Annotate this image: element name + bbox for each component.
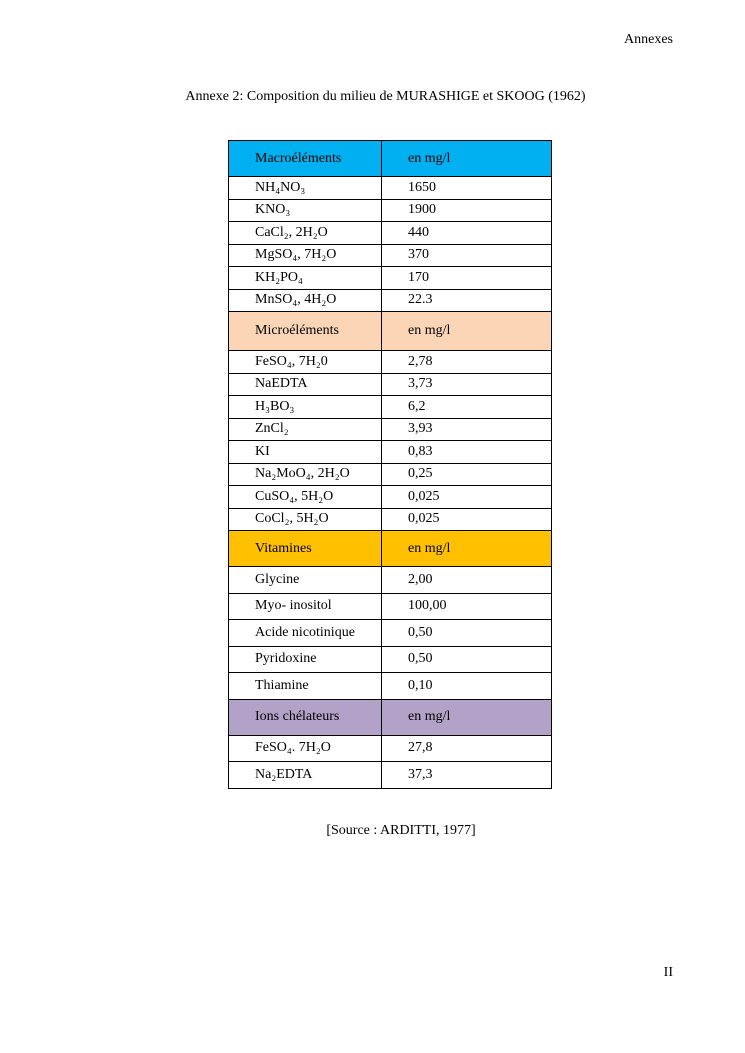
concentration: 3,73: [381, 372, 552, 396]
table-row: Acide nicotinique 0,50: [228, 619, 552, 647]
table-row: ZnCl₂ 3,93: [228, 417, 552, 441]
running-header: Annexes: [624, 32, 673, 47]
concentration: 1900: [381, 198, 552, 222]
table-row: MnSO₄, 4H₂O 22.3: [228, 288, 552, 312]
section-label: Macroéléments: [228, 140, 382, 177]
compound-name: ZnCl₂: [228, 417, 382, 441]
compound-name: MnSO₄, 4H₂O: [228, 288, 382, 312]
compound-name: KI: [228, 440, 382, 464]
table-row: H₃BO₃ 6,2: [228, 395, 552, 419]
concentration: 1650: [381, 176, 552, 200]
concentration: 0,025: [381, 485, 552, 509]
annex-title: Annexe 2: Composition du milieu de MURAS…: [185, 89, 586, 104]
concentration: 2,00: [381, 566, 552, 594]
table-row: FeSO₄, 7H₂0 2,78: [228, 350, 552, 374]
section-unit: en mg/l: [381, 530, 552, 567]
concentration: 27,8: [381, 734, 552, 762]
section-label: Microéléments: [228, 311, 382, 351]
compound-name: H₃BO₃: [228, 395, 382, 419]
concentration: 370: [381, 243, 552, 267]
concentration: 6,2: [381, 395, 552, 419]
compound-name: Pyridoxine: [228, 645, 382, 673]
table-row: Thiamine 0,10: [228, 672, 552, 700]
section-header-row: Ions chélateurs en mg/l: [228, 698, 552, 736]
table-row: KNO₃ 1900: [228, 198, 552, 222]
section-header-row: Macroéléments en mg/l: [228, 140, 552, 177]
compound-name: Na₂MoO₄, 2H₂O: [228, 462, 382, 486]
compound-name: CaCl₂, 2H₂O: [228, 221, 382, 245]
table-row: CaCl₂, 2H₂O 440: [228, 221, 552, 245]
section-unit: en mg/l: [381, 311, 552, 351]
table-row: Na₂EDTA 37,3: [228, 761, 552, 789]
compound-name: CuSO₄, 5H₂O: [228, 485, 382, 509]
compound-name: KNO₃: [228, 198, 382, 222]
concentration: 0,50: [381, 645, 552, 673]
compound-name: CoCl₂, 5H₂O: [228, 507, 382, 531]
compound-name: NH₄NO₃: [228, 176, 382, 200]
compound-name: NaEDTA: [228, 372, 382, 396]
compound-name: Acide nicotinique: [228, 619, 382, 647]
table-row: FeSO₄. 7H₂O 27,8: [228, 734, 552, 762]
section-label: Ions chélateurs: [228, 698, 382, 736]
compound-name: FeSO₄. 7H₂O: [228, 734, 382, 762]
concentration: 3,93: [381, 417, 552, 441]
table-row: Glycine 2,00: [228, 566, 552, 594]
concentration: 0,25: [381, 462, 552, 486]
concentration: 100,00: [381, 592, 552, 620]
compound-name: KH₂PO₄: [228, 266, 382, 290]
table-row: KI 0,83: [228, 440, 552, 464]
section-unit: en mg/l: [381, 698, 552, 736]
compound-name: Myo- inositol: [228, 592, 382, 620]
source-citation: [Source : ARDITTI, 1977]: [326, 823, 476, 838]
page-number: II: [663, 965, 673, 980]
concentration: 0,10: [381, 672, 552, 700]
composition-table: Macroéléments en mg/l NH₄NO₃ 1650 KNO₃ 1900 Ca…: [228, 140, 552, 789]
table-row: Myo- inositol 100,00: [228, 592, 552, 620]
table-row: Pyridoxine 0,50: [228, 645, 552, 673]
concentration: 2,78: [381, 350, 552, 374]
compound-name: MgSO₄, 7H₂O: [228, 243, 382, 267]
compound-name: Glycine: [228, 566, 382, 594]
section-label: Vitamines: [228, 530, 382, 567]
section-header-row: Vitamines en mg/l: [228, 530, 552, 567]
table-row: Na₂MoO₄, 2H₂O 0,25: [228, 462, 552, 486]
concentration: 0,025: [381, 507, 552, 531]
table-row: CuSO₄, 5H₂O 0,025: [228, 485, 552, 509]
compound-name: FeSO₄, 7H₂0: [228, 350, 382, 374]
concentration: 22.3: [381, 288, 552, 312]
concentration: 37,3: [381, 761, 552, 789]
table-row: NaEDTA 3,73: [228, 372, 552, 396]
concentration: 0,83: [381, 440, 552, 464]
concentration: 0,50: [381, 619, 552, 647]
section-header-row: Microéléments en mg/l: [228, 311, 552, 351]
table-row: CoCl₂, 5H₂O 0,025: [228, 507, 552, 531]
table-row: MgSO₄, 7H₂O 370: [228, 243, 552, 267]
section-unit: en mg/l: [381, 140, 552, 177]
concentration: 170: [381, 266, 552, 290]
compound-name: Na₂EDTA: [228, 761, 382, 789]
compound-name: Thiamine: [228, 672, 382, 700]
concentration: 440: [381, 221, 552, 245]
table-row: NH₄NO₃ 1650: [228, 176, 552, 200]
table-row: KH₂PO₄ 170: [228, 266, 552, 290]
